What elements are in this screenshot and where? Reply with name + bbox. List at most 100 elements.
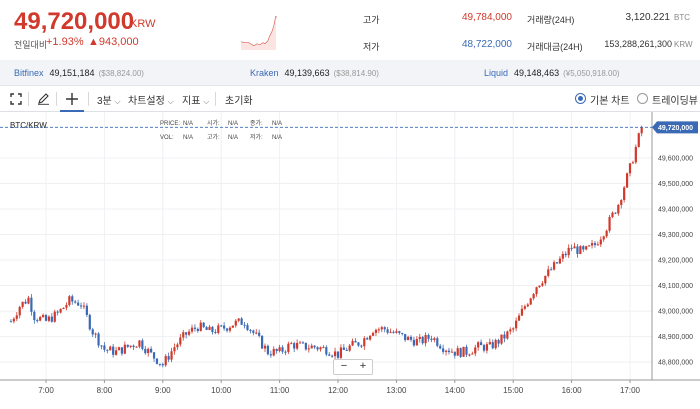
y-tick-label: 49,100,000 [658,283,693,290]
candle-body [176,344,179,348]
candle-body [141,340,144,349]
candle-body [249,329,252,331]
candle-body [456,348,459,356]
candle-body [12,318,15,322]
x-tick-label: 7:00 [38,386,54,395]
exchange-name: Kraken [250,68,279,78]
amount-label: 거래대금(24H) [527,42,583,52]
candle-body [284,351,287,353]
volume-value: 3,120.221 [625,12,671,23]
candle-body [351,340,354,346]
current-price: 49,720,000 [14,8,135,35]
x-tick-label: 15:00 [503,386,524,395]
legend-close-value: N/A [272,121,282,127]
candle-body [62,307,65,309]
candle-body [625,173,629,188]
candle-body [567,247,570,256]
chart-settings-dropdown[interactable]: 차트설정 ⌵ [128,92,174,107]
pencil-icon[interactable] [37,92,50,105]
candle-body [485,344,489,351]
candle-body [453,351,456,356]
candle-body [477,342,480,348]
candle-body [234,320,237,326]
x-tick-label: 12:00 [328,386,349,395]
basic-chart-radio[interactable] [575,93,586,104]
tradingview-label[interactable]: 트레이딩뷰 [652,96,698,107]
candle-body [506,331,509,339]
candle-body [85,305,88,315]
candle-body [325,347,328,355]
candle-body [246,325,249,330]
candle-body [79,305,83,307]
exchange-name: Bitfinex [14,68,44,78]
indicators-label: 지표 [182,96,201,107]
y-tick-label: 49,300,000 [658,232,693,239]
indicators-dropdown[interactable]: 지표 ⌵ [182,92,209,107]
candle-body [433,338,436,340]
x-tick-label: 14:00 [445,386,466,395]
price-unit: KRW [130,18,156,30]
candle-body [281,347,284,352]
candle-body [328,354,331,356]
candle-body [503,334,506,339]
candle-body [275,348,278,352]
candle-body [471,353,474,355]
candle-body [374,329,378,333]
y-tick-label: 49,600,000 [658,155,693,162]
candle-body [152,352,156,359]
candle-body [570,247,573,249]
price-chart[interactable]: 48,800,000 48,900,000 49,000,000 49,100,000… [0,112,700,404]
y-tick-label: 48,800,000 [658,360,693,367]
change-amount: ▲943,000 [88,36,139,48]
candle-body [430,338,433,340]
y-tick-label: 49,000,000 [658,309,693,316]
exchange-name: Liquid [484,68,509,78]
candle-body [301,342,305,344]
candlestick-chart-svg[interactable]: 48,800,000 48,900,000 49,000,000 49,100,000… [0,112,700,404]
candle-body [88,314,91,330]
candle-body [65,304,68,308]
reset-button[interactable]: 초기화 [225,96,253,107]
candle-body [50,316,53,322]
legend-vol-value: N/A [183,135,193,141]
candle-body [272,348,275,356]
candle-body [535,287,538,295]
amount-value: 153,288,261,300 [604,39,672,49]
basic-chart-label[interactable]: 기본 차트 [590,96,630,107]
candle-body [155,358,159,364]
candle-body [97,333,100,346]
candle-body [354,340,357,343]
candle-body [418,336,421,340]
candle-body [132,345,135,348]
candle-body [348,345,351,351]
candle-body [287,343,290,352]
interval-dropdown[interactable]: 3분 ⌵ [97,92,121,107]
candle-body [401,333,404,335]
crosshair-icon[interactable] [65,92,79,106]
candle-body [290,343,293,345]
change-percent: +1.93% [46,36,84,48]
tradingview-radio[interactable] [637,93,648,104]
candle-body [398,331,401,334]
candle-body [266,345,270,355]
candle-body [126,344,129,347]
candle-body [91,329,94,335]
candle-body [628,163,632,174]
candle-body [447,350,451,353]
candle-body [138,340,141,347]
candle-body [482,345,486,351]
fullscreen-icon[interactable] [10,93,22,105]
candle-body [293,343,296,349]
legend-high-value: N/A [228,135,238,141]
zoom-in-button[interactable]: + [359,360,367,372]
candle-body [123,344,126,354]
candle-body [144,348,147,354]
zoom-out-button[interactable]: − [340,360,348,372]
interval-label: 3분 [97,96,112,107]
candle-body [237,318,240,321]
candle-body [117,347,121,351]
legend-low-value: N/A [272,135,282,141]
candle-body [637,133,640,147]
chart-toolbar: 3분 ⌵ 차트설정 ⌵ 지표 ⌵ 초기화 기본 차트 트레이딩뷰 [0,86,700,112]
candle-body [412,339,416,346]
